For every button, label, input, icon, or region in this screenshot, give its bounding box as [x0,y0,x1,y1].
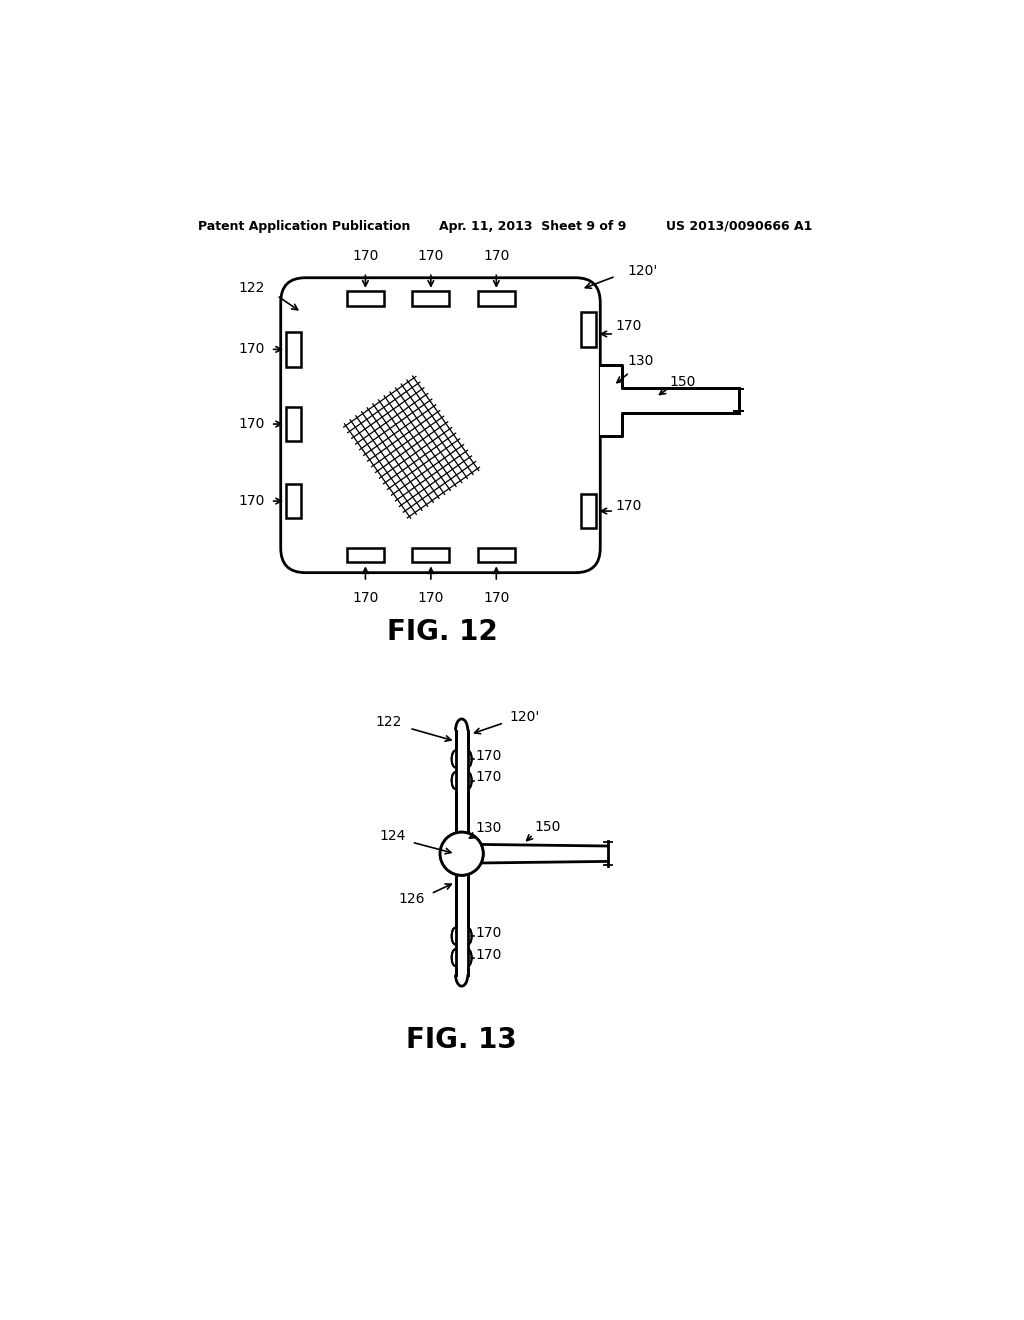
Text: Apr. 11, 2013  Sheet 9 of 9: Apr. 11, 2013 Sheet 9 of 9 [438,219,626,232]
FancyBboxPatch shape [281,277,600,573]
Text: 170: 170 [483,249,510,263]
Text: FIG. 13: FIG. 13 [407,1026,517,1053]
Text: 170: 170 [418,591,444,605]
Text: 170: 170 [615,499,642,513]
Text: 170: 170 [239,342,265,356]
Text: 170: 170 [483,591,510,605]
Text: 170: 170 [475,927,502,940]
Bar [478,548,515,562]
Text: Patent Application Publication: Patent Application Publication [199,219,411,232]
Bar [347,292,384,306]
Text: 170: 170 [239,494,265,508]
Text: 150: 150 [535,820,561,834]
Circle shape [440,832,483,875]
Text: 126: 126 [398,892,425,906]
Text: 170: 170 [352,249,379,263]
Text: 170: 170 [475,771,502,784]
Bar [287,407,301,441]
Bar [582,494,596,528]
Text: 130: 130 [628,354,653,368]
Bar [413,548,450,562]
Text: 150: 150 [670,375,696,388]
Text: 122: 122 [375,715,401,729]
Text: 170: 170 [615,319,642,333]
Bar [287,483,301,519]
Text: 124: 124 [379,829,406,843]
Text: 170: 170 [418,249,444,263]
Text: 120': 120' [509,710,540,725]
Text: 120': 120' [628,264,657,277]
Text: 170: 170 [475,948,502,961]
Bar [413,292,450,306]
Bar [287,333,301,367]
Text: 130: 130 [475,821,502,836]
Bar [455,830,469,876]
Circle shape [440,832,483,875]
Text: US 2013/0090666 A1: US 2013/0090666 A1 [666,219,812,232]
Polygon shape [600,364,739,436]
Bar [347,548,384,562]
Text: 122: 122 [239,281,265,294]
Text: 170: 170 [239,417,265,432]
Polygon shape [483,845,608,863]
Bar [582,312,596,347]
Text: 170: 170 [352,591,379,605]
Bar [478,292,515,306]
Text: FIG. 12: FIG. 12 [387,618,498,645]
Text: 170: 170 [475,748,502,763]
